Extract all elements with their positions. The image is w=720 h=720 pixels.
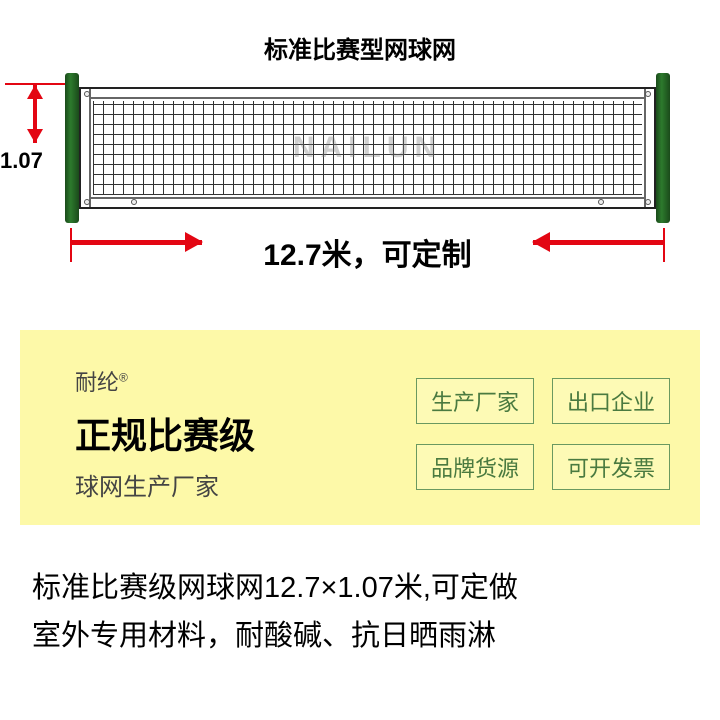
description-line-2: 室外专用材料，耐酸碱、抗日晒雨淋 — [32, 613, 688, 661]
net-body: NAILUN — [79, 87, 656, 209]
registered-mark-icon: ® — [119, 371, 128, 385]
page-title: 标准比赛型网球网 — [0, 0, 720, 65]
badge-item: 出口企业 — [552, 378, 670, 424]
net-side-left — [81, 89, 91, 207]
width-dimension: 12.7米，可定制 — [65, 228, 670, 308]
width-value: 12.7米，可定制 — [65, 230, 670, 274]
tennis-net: NAILUN — [65, 73, 670, 223]
badge-item: 生产厂家 — [416, 378, 534, 424]
height-value: 1.07 — [0, 148, 43, 174]
net-mesh — [93, 101, 642, 195]
badge-item: 可开发票 — [552, 444, 670, 490]
grommet-icon — [645, 91, 651, 97]
info-headline: 正规比赛级 — [75, 407, 255, 459]
badge-grid: 生产厂家 出口企业 品牌货源 可开发票 — [416, 378, 670, 490]
net-bottom-band — [81, 197, 654, 207]
height-dimension: 1.07 — [5, 83, 65, 213]
info-subline: 球网生产厂家 — [75, 467, 255, 502]
height-arrow — [33, 85, 37, 143]
net-diagram: 1.07 NAILUN 12.7米，可定制 — [0, 83, 720, 323]
grommet-icon — [84, 199, 90, 205]
grommet-icon — [598, 199, 604, 205]
badge-item: 品牌货源 — [416, 444, 534, 490]
description-line-1: 标准比赛级网球网12.7×1.07米,可定做 — [32, 565, 688, 613]
grommet-icon — [645, 199, 651, 205]
grommet-icon — [131, 199, 137, 205]
brand-name: 耐纶® — [75, 365, 255, 397]
info-text-block: 耐纶® 正规比赛级 球网生产厂家 — [75, 365, 255, 502]
net-side-right — [644, 89, 654, 207]
net-post-right — [656, 73, 670, 223]
net-top-band — [81, 89, 654, 99]
info-panel: 耐纶® 正规比赛级 球网生产厂家 生产厂家 出口企业 品牌货源 可开发票 — [20, 330, 700, 525]
net-post-left — [65, 73, 79, 223]
description-block: 标准比赛级网球网12.7×1.07米,可定做 室外专用材料，耐酸碱、抗日晒雨淋 — [32, 565, 688, 661]
brand-text: 耐纶 — [75, 370, 119, 395]
grommet-icon — [84, 91, 90, 97]
